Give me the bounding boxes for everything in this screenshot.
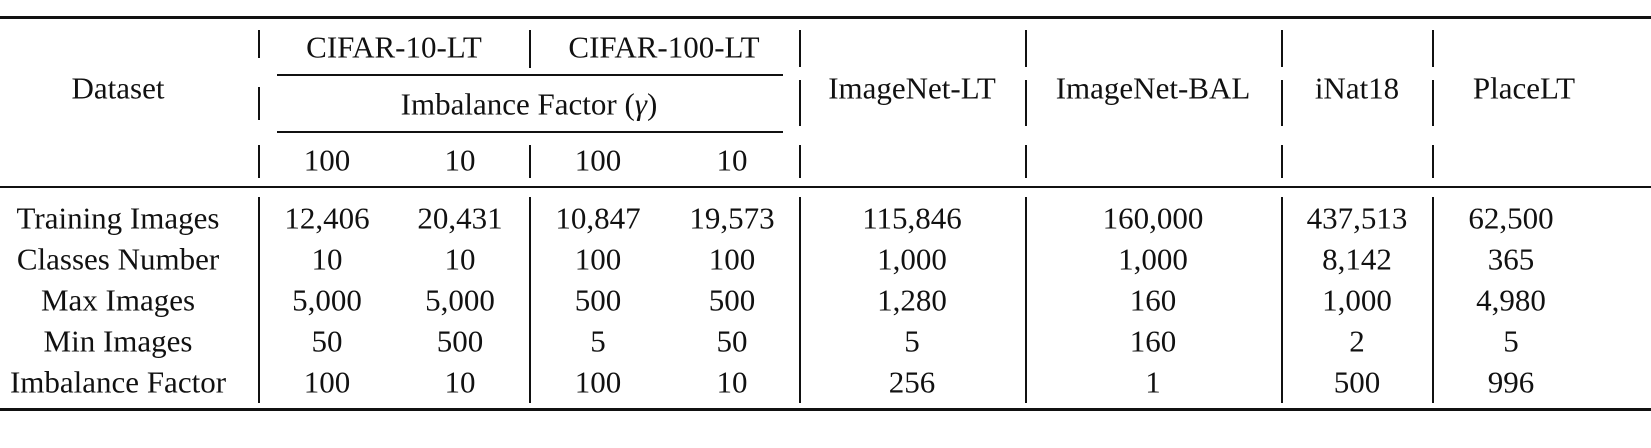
sub-column-header: 100: [303, 142, 351, 178]
separator: [1432, 145, 1434, 178]
table-cell: 19,573: [689, 200, 775, 236]
table-cell: 1,000: [1322, 282, 1392, 318]
separator: [1281, 145, 1283, 178]
separator: [1432, 80, 1434, 126]
table-cell: 5: [904, 323, 920, 359]
separator: [258, 145, 260, 178]
table-cell: 62,500: [1468, 200, 1554, 236]
table-cell: 12,406: [284, 200, 370, 236]
table-cell: 10: [444, 364, 476, 400]
separator: [1281, 30, 1283, 67]
separator: [258, 197, 260, 403]
separator: [1432, 197, 1434, 403]
table-cell: 2: [1349, 323, 1365, 359]
table-cell: 10,847: [555, 200, 641, 236]
table-cell: 100: [303, 364, 351, 400]
separator: [799, 30, 801, 67]
row-label: Max Images: [40, 282, 196, 318]
row-label: Training Images: [16, 200, 220, 236]
table-cell: 500: [708, 282, 756, 318]
row-header-label: Dataset: [71, 70, 165, 106]
table-cell: 10: [444, 241, 476, 277]
gamma-symbol: γ: [634, 86, 647, 122]
separator: [529, 197, 531, 403]
row-label: Imbalance Factor: [9, 364, 227, 400]
separator: [258, 87, 260, 120]
separator: [799, 197, 801, 403]
imbalance-factor-header: Imbalance Factor (γ): [401, 89, 658, 120]
table-cell: 10: [311, 241, 343, 277]
table-cell: 5,000: [425, 282, 495, 318]
sub-column-header: 10: [716, 142, 748, 178]
table-cell: 996: [1487, 364, 1535, 400]
table-cell: 20,431: [417, 200, 503, 236]
column-header-imagenet-bal: ImageNet-BAL: [1055, 70, 1251, 106]
table-cell: 1,280: [877, 282, 947, 318]
table-cell: 1,000: [877, 241, 947, 277]
separator: [1025, 197, 1027, 403]
imbalance-factor-underline: [277, 131, 783, 133]
imbalance-factor-close: ): [647, 86, 658, 122]
bottom-rule: [0, 408, 1651, 411]
separator: [529, 30, 531, 68]
table-cell: 100: [574, 364, 622, 400]
table-cell: 1: [1145, 364, 1161, 400]
table-cell: 500: [1333, 364, 1381, 400]
table-cell: 4,980: [1476, 282, 1546, 318]
cifar-group-underline: [277, 74, 783, 76]
separator: [1281, 80, 1283, 126]
table-cell: 50: [716, 323, 748, 359]
table-cell: 10: [716, 364, 748, 400]
top-rule: [0, 16, 1651, 19]
table-cell: 437,513: [1306, 200, 1408, 236]
table-cell: 160: [1129, 282, 1177, 318]
table-cell: 1,000: [1118, 241, 1188, 277]
separator: [1025, 145, 1027, 178]
imbalance-factor-label: Imbalance Factor (: [400, 86, 635, 122]
row-label: Classes Number: [16, 241, 220, 277]
separator: [799, 80, 801, 126]
table-cell: 50: [311, 323, 343, 359]
separator: [258, 30, 260, 58]
table-cell: 160,000: [1102, 200, 1204, 236]
table-cell: 5,000: [292, 282, 362, 318]
sub-column-header: 100: [574, 142, 622, 178]
group-header-cifar10: CIFAR-10-LT: [306, 29, 482, 65]
table-cell: 160: [1129, 323, 1177, 359]
separator: [1432, 30, 1434, 67]
table-cell: 5: [590, 323, 606, 359]
column-header-inat18: iNat18: [1314, 70, 1400, 106]
header-rule: [0, 186, 1651, 188]
row-label: Min Images: [43, 323, 193, 359]
separator: [799, 145, 801, 178]
table-cell: 500: [436, 323, 484, 359]
table-cell: 5: [1503, 323, 1519, 359]
separator: [1281, 197, 1283, 403]
column-header-imagenet-lt: ImageNet-LT: [828, 70, 996, 106]
column-header-placelt: PlaceLT: [1472, 70, 1576, 106]
separator: [529, 145, 531, 178]
group-header-cifar100: CIFAR-100-LT: [568, 29, 760, 65]
separator: [1025, 80, 1027, 126]
table-cell: 8,142: [1322, 241, 1392, 277]
table-cell: 100: [708, 241, 756, 277]
table-cell: 365: [1487, 241, 1535, 277]
table-cell: 100: [574, 241, 622, 277]
separator: [1025, 30, 1027, 67]
sub-column-header: 10: [444, 142, 476, 178]
table-cell: 115,846: [862, 200, 962, 236]
table-cell: 500: [574, 282, 622, 318]
table-cell: 256: [888, 364, 936, 400]
